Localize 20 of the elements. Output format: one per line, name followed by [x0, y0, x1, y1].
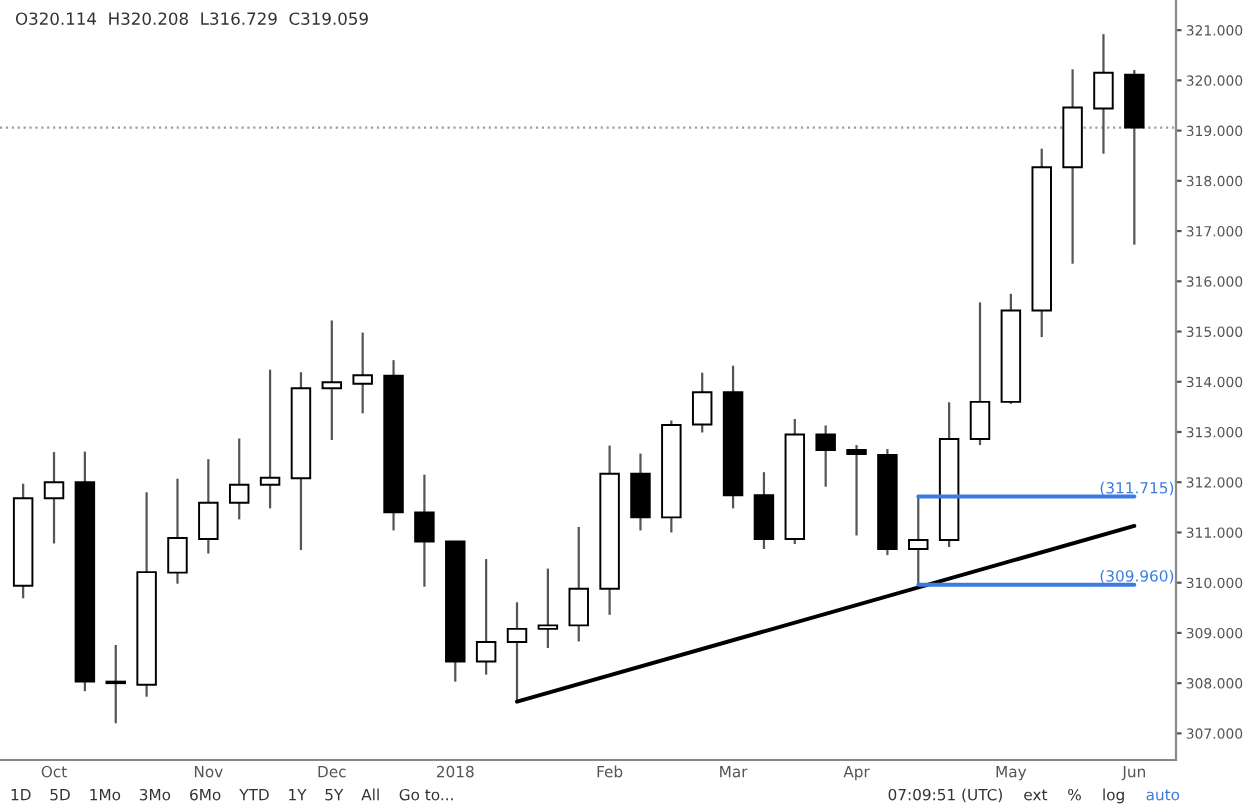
candlestick: [1093, 33, 1114, 155]
candlestick: [753, 471, 775, 551]
candlestick: [43, 450, 65, 545]
candlestick: [198, 458, 219, 555]
candlestick: [691, 371, 713, 434]
candlestick: [537, 567, 559, 650]
candlestick: [815, 424, 836, 488]
candlestick: [969, 301, 991, 447]
candlestick: [475, 557, 497, 676]
candlestick: [105, 643, 126, 725]
annotation: O320.114 H320.208 L316.729 C319.059: [15, 12, 368, 25]
candlestick: [568, 525, 589, 643]
candlestick: [352, 331, 373, 415]
candlestick: [414, 473, 435, 588]
candlestick: [259, 368, 281, 510]
candlestick: [167, 477, 188, 585]
candlestick: [846, 443, 867, 537]
candlestick: [228, 437, 250, 521]
candlestick: [321, 319, 343, 442]
candlestick: [630, 452, 651, 532]
